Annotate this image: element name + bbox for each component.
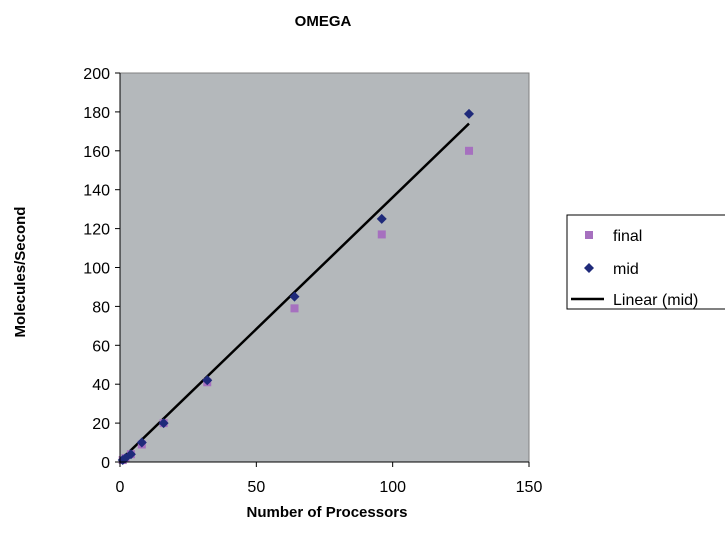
point-final: [290, 304, 299, 313]
y-tick-label: 80: [92, 299, 110, 316]
y-tick-label: 200: [83, 66, 110, 83]
x-tick-label: 0: [116, 479, 125, 496]
point-mid: [136, 437, 147, 448]
legend-label-linear-mid: Linear (mid): [613, 292, 698, 309]
y-tick-label: 100: [83, 261, 110, 278]
point-mid: [202, 375, 213, 386]
y-axis-title: Molecules/Second: [12, 207, 29, 338]
point-mid: [464, 108, 475, 119]
legend-label-mid: mid: [613, 261, 639, 278]
point-final: [377, 230, 386, 239]
y-tick-label: 160: [83, 144, 110, 161]
point-mid: [158, 418, 169, 429]
y-tick-label: 140: [83, 183, 110, 200]
legend: final mid Linear (mid): [566, 214, 725, 310]
x-tick-label: 100: [379, 479, 406, 496]
legend-label-final: final: [613, 228, 642, 245]
legend-marker-final: [585, 231, 593, 239]
y-tick-label: 60: [92, 338, 110, 355]
point-mid: [376, 213, 387, 224]
x-axis-title: Number of Processors: [247, 504, 408, 521]
x-tick-label: 50: [247, 479, 265, 496]
legend-box: [566, 214, 725, 310]
chart-title: OMEGA: [295, 13, 352, 30]
x-tick-label: 150: [516, 479, 543, 496]
y-tick-label: 20: [92, 416, 110, 433]
point-mid: [289, 291, 300, 302]
point-mid: [125, 449, 136, 460]
plot-area: [119, 72, 530, 463]
point-mid: [120, 453, 131, 464]
trendline-linear-mid: [121, 122, 470, 460]
point-final: [465, 146, 474, 155]
y-tick-label: 180: [83, 105, 110, 122]
legend-marker-mid: [584, 263, 594, 273]
y-tick-label: 40: [92, 377, 110, 394]
y-tick-label: 0: [101, 455, 110, 472]
y-tick-label: 120: [83, 222, 110, 239]
